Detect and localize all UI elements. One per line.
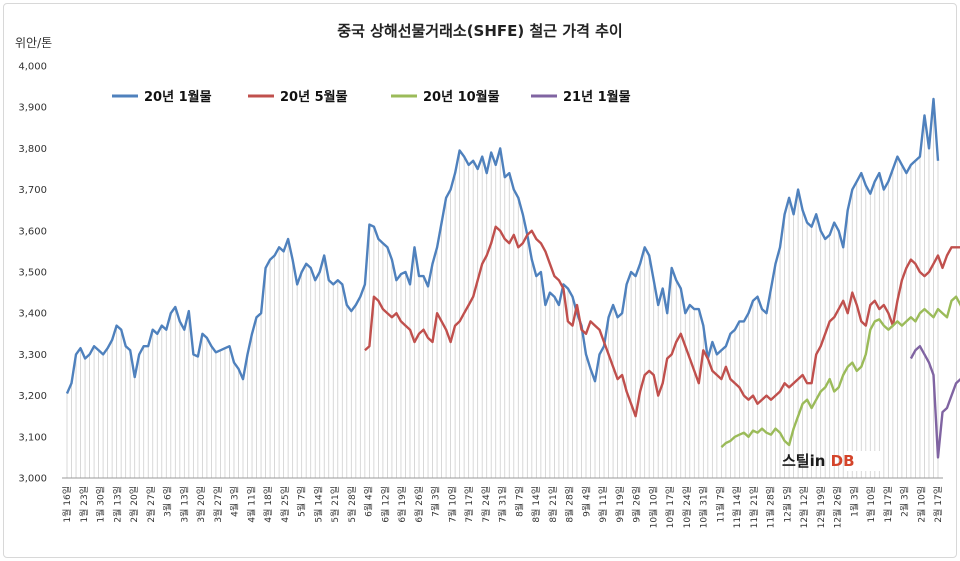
brand-logo: 스틸in DB — [782, 451, 882, 471]
x-axis-ticks: 1월 16일 1월 23일 1월 30일 2월 13일 2월 20일 2월 27일 3월 6… — [61, 486, 944, 528]
y-axis-ticks: 3,000 3,100 3,200 3,300 3,400 3,500 3,600 3,700… — [18, 62, 47, 485]
y-tick-label: 3,300 — [18, 350, 47, 361]
x-tick-label: 2월 17일 — [932, 486, 944, 523]
legend-label-1: 20년 1월물 — [144, 89, 212, 105]
y-tick-label: 3,000 — [18, 474, 47, 485]
series-line-2 — [364, 225, 960, 418]
x-tick-label: 5월 21일 — [329, 486, 341, 523]
x-tick-label: 2월 3일 — [899, 486, 911, 517]
y-tick-label: 3,800 — [18, 144, 47, 155]
x-tick-label: 10월 10일 — [647, 486, 659, 528]
chart-title: 중국 상해선물거래소(SHFE) 철근 가격 추이 — [337, 22, 622, 40]
x-tick-label: 8월 7일 — [513, 486, 525, 517]
y-tick-label: 3,600 — [18, 226, 47, 237]
x-tick-label: 3월 27일 — [212, 486, 224, 523]
series-line-4 — [909, 345, 960, 459]
x-tick-label: 10월 31일 — [698, 486, 710, 528]
x-tick-label: 10월 24일 — [681, 486, 693, 528]
x-tick-label: 1월 16일 — [61, 486, 73, 523]
x-tick-label: 1월 3일 — [848, 486, 860, 517]
x-tick-label: 12월 12일 — [798, 486, 810, 528]
x-tick-label: 7월 3일 — [430, 486, 442, 517]
x-tick-label: 1월 30일 — [95, 486, 107, 523]
x-tick-label: 11월 21일 — [748, 486, 760, 528]
x-tick-label: 7월 31일 — [497, 486, 509, 523]
y-axis-unit: 위안/톤 — [15, 36, 52, 50]
x-tick-label: 12월 5일 — [781, 486, 793, 523]
y-tick-label: 3,500 — [18, 268, 47, 279]
x-tick-label: 5월 14일 — [312, 486, 324, 523]
x-tick-label: 4월 3일 — [229, 486, 241, 517]
x-tick-label: 10월 17일 — [664, 486, 676, 528]
x-tick-label: 6월 26일 — [413, 486, 425, 523]
x-tick-label: 11월 28일 — [765, 486, 777, 528]
x-tick-label: 2월 20일 — [128, 486, 140, 523]
series-lines — [65, 97, 960, 459]
svg-text:스틸in DB: 스틸in DB — [782, 452, 855, 470]
x-tick-label: 9월 19일 — [614, 486, 626, 523]
x-tick-label: 9월 11일 — [597, 486, 609, 523]
legend-label-2: 20년 5월물 — [280, 89, 348, 105]
x-tick-label: 9월 4일 — [580, 486, 592, 517]
x-tick-label: 4월 25일 — [279, 486, 291, 523]
x-tick-label: 3월 6일 — [162, 486, 174, 517]
series-line-3 — [720, 295, 960, 448]
y-tick-label: 3,100 — [18, 432, 47, 443]
x-tick-label: 4월 11일 — [245, 486, 257, 523]
x-tick-label: 3월 20일 — [195, 486, 207, 523]
x-tick-label: 1월 10일 — [865, 486, 877, 523]
y-tick-label: 3,900 — [18, 103, 47, 114]
x-tick-label: 9월 26일 — [631, 486, 643, 523]
y-tick-label: 3,700 — [18, 185, 47, 196]
x-tick-label: 6월 4일 — [363, 486, 375, 517]
brand-part-3: DB — [825, 452, 854, 470]
y-tick-label: 3,400 — [18, 309, 47, 320]
brand-part-1: 스틸 — [782, 452, 810, 470]
x-tick-label: 2월 13일 — [111, 486, 123, 523]
x-tick-label: 7월 24일 — [480, 486, 492, 523]
x-tick-label: 2월 10일 — [915, 486, 927, 523]
x-tick-label: 12월 19일 — [815, 486, 827, 528]
series-line-1 — [65, 97, 940, 394]
x-tick-label: 8월 14일 — [530, 486, 542, 523]
x-tick-label: 12월 26일 — [832, 486, 844, 528]
legend-label-4: 21년 1월물 — [563, 89, 631, 105]
x-tick-label: 1월 17일 — [882, 486, 894, 523]
x-tick-label: 7월 17일 — [463, 486, 475, 523]
x-tick-label: 5월 28일 — [346, 486, 358, 523]
legend-label-3: 20년 10월물 — [423, 89, 500, 105]
x-tick-label: 1월 23일 — [78, 486, 90, 523]
x-tick-label: 5월 7일 — [296, 486, 308, 517]
legend: 20년 1월물 20년 5월물 20년 10월물 21년 1월물 — [112, 89, 631, 105]
x-tick-label: 6월 19일 — [396, 486, 408, 523]
y-tick-label: 3,200 — [18, 391, 47, 402]
x-tick-label: 8월 21일 — [547, 486, 559, 523]
x-tick-label: 7월 10일 — [446, 486, 458, 523]
x-tick-label: 8월 28일 — [564, 486, 576, 523]
x-tick-label: 6월 12일 — [379, 486, 391, 523]
x-tick-label: 4월 18일 — [262, 486, 274, 523]
x-tick-label: 11월 7일 — [714, 486, 726, 523]
y-tick-label: 4,000 — [18, 62, 47, 73]
x-tick-label: 2월 27일 — [145, 486, 157, 523]
x-tick-label: 3월 13일 — [178, 486, 190, 523]
x-tick-label: 11월 14일 — [731, 486, 743, 528]
brand-part-2: in — [810, 452, 826, 470]
